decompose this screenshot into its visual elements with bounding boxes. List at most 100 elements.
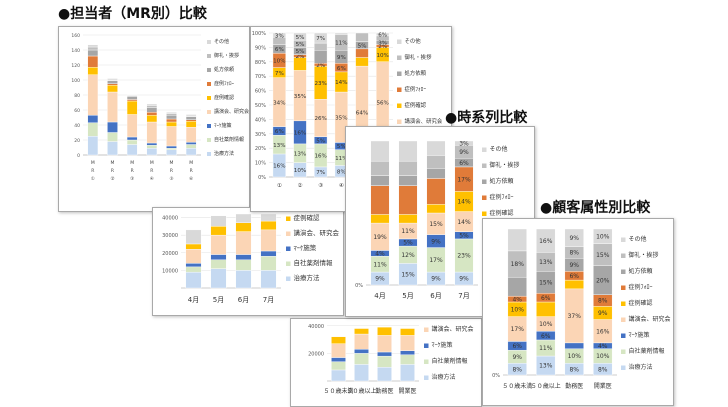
legend-label: 治療方法 — [629, 363, 653, 371]
legend-swatch — [621, 269, 626, 274]
customer-stacked-chart-panel: 20000 40000 ５０歳未満 ５０歳以上 勤務医 開業医 講演会、研究会 ﾏｰｹ施策 自社… — [290, 318, 482, 407]
data-label: 14% — [457, 219, 471, 226]
bar-segment — [331, 336, 346, 344]
data-label: 5% — [459, 233, 469, 240]
legend-swatch — [286, 246, 291, 251]
bar-segment — [235, 231, 252, 255]
data-label: 8% — [569, 250, 579, 257]
bar-segment — [185, 127, 197, 143]
data-label: 18% — [511, 261, 525, 268]
legend-label: ﾏｰｹ施策 — [432, 341, 453, 349]
data-label: 5% — [358, 43, 367, 49]
bar-segment — [235, 213, 252, 224]
bar-segment — [314, 50, 328, 64]
y-tick-label: 90% — [255, 45, 266, 51]
legend-label: 症例ﾌｫﾛｰ — [490, 193, 514, 201]
legend-swatch — [621, 365, 626, 370]
x-tick-label: ５０歳未満 — [502, 382, 532, 390]
data-label: 9% — [598, 310, 608, 317]
legend-label: 症例確認 — [214, 94, 234, 101]
heading-mr: ●担当者（MR別）比較 — [58, 6, 207, 22]
bar-segment — [107, 141, 118, 156]
legend-swatch — [207, 82, 211, 86]
data-label: 9% — [459, 149, 469, 156]
legend-swatch — [286, 276, 291, 281]
mr-stacked-chart: 020406080100120140160MR①MR②MR③MR④MR⑤MR⑥そ… — [71, 33, 249, 182]
data-label: 5% — [316, 138, 325, 144]
legend-swatch — [207, 54, 211, 58]
data-label: 19% — [373, 234, 387, 241]
y-tick-label: 140 — [71, 48, 80, 54]
legend-label: 自社薬剤情報 — [214, 136, 244, 143]
data-label: 7% — [316, 36, 325, 42]
legend-swatch — [397, 71, 402, 76]
legend-label: 処方依頼 — [629, 267, 653, 275]
y-tick-label: 0% — [492, 373, 500, 379]
bar-segment — [185, 121, 197, 128]
bar-segment — [454, 140, 474, 146]
bar-segment — [354, 353, 369, 365]
data-label: 34% — [273, 100, 285, 106]
data-label: 64% — [356, 110, 368, 116]
bar-segment — [87, 136, 99, 156]
x-tick-label: 勤務医 — [565, 382, 583, 390]
y-tick-label: 60 — [74, 108, 80, 114]
bar-segment — [107, 80, 118, 84]
data-label: 10% — [376, 53, 388, 59]
y-tick-label: 160 — [71, 33, 80, 39]
data-label: 3% — [275, 33, 284, 39]
data-label: 26% — [314, 116, 326, 122]
x-tick-label: ④ — [150, 176, 154, 182]
bar-segment — [426, 155, 446, 169]
x-tick-label: ５０歳未満 — [323, 387, 353, 395]
y-tick-label: 0 — [77, 153, 80, 159]
bar-segment — [146, 105, 158, 108]
legend-swatch — [621, 301, 626, 306]
legend-label: 講演会、研究会 — [214, 108, 249, 115]
bar-segment — [185, 249, 202, 264]
bar-segment — [210, 268, 227, 289]
bar-segment — [370, 160, 390, 176]
legend-label: その他 — [214, 38, 229, 45]
x-tick-label: 勤務医 — [375, 387, 393, 395]
bar-segment — [331, 361, 346, 371]
customer-percent-chart: 0% 8% 9% 6% 17% 10% 4% 18% 13% 11% 6% 10% 6% 15% 13% 16… — [492, 228, 671, 390]
legend-label: ﾏｰｹ施策 — [214, 122, 232, 129]
bar-segment — [507, 228, 527, 252]
bar-segment — [426, 140, 446, 156]
x-tick-label: R — [111, 168, 114, 174]
data-label: 6% — [459, 160, 469, 167]
y-tick-label: 70% — [255, 74, 266, 80]
bar-segment — [210, 226, 227, 236]
bar-segment — [210, 215, 227, 227]
y-tick-label: 0% — [355, 283, 363, 289]
legend-swatch — [397, 103, 402, 108]
bar-segment — [426, 178, 446, 205]
bar-segment — [107, 121, 118, 133]
x-tick-label: ５０歳以上 — [346, 387, 376, 395]
y-tick-label: 100 — [71, 78, 80, 84]
bar-segment — [166, 126, 177, 147]
legend-label: 自社薬剤情報 — [294, 258, 334, 267]
legend-swatch — [621, 349, 626, 354]
bar-segment — [272, 32, 286, 38]
x-tick-label: R — [190, 168, 193, 174]
x-tick-label: 6月 — [238, 296, 249, 304]
data-label: 10% — [273, 59, 285, 65]
legend-label: 講演会、研究会 — [294, 228, 340, 237]
bar-segment — [126, 94, 138, 96]
data-label: 8% — [337, 169, 346, 175]
bar-segment — [507, 276, 527, 297]
data-label: 9% — [431, 238, 441, 245]
bar-segment — [185, 148, 197, 156]
bar-segment — [260, 213, 277, 222]
y-tick-label: 20000 — [308, 351, 324, 357]
bar-segment — [146, 145, 158, 149]
data-label: 16% — [314, 154, 326, 160]
bar-segment — [126, 139, 138, 145]
y-tick-label: 10000 — [162, 268, 178, 274]
legend-label: 処方依頼 — [490, 177, 514, 185]
y-tick-label: 30000 — [162, 233, 178, 239]
bar-segment — [87, 67, 99, 75]
bar-segment — [87, 46, 99, 51]
